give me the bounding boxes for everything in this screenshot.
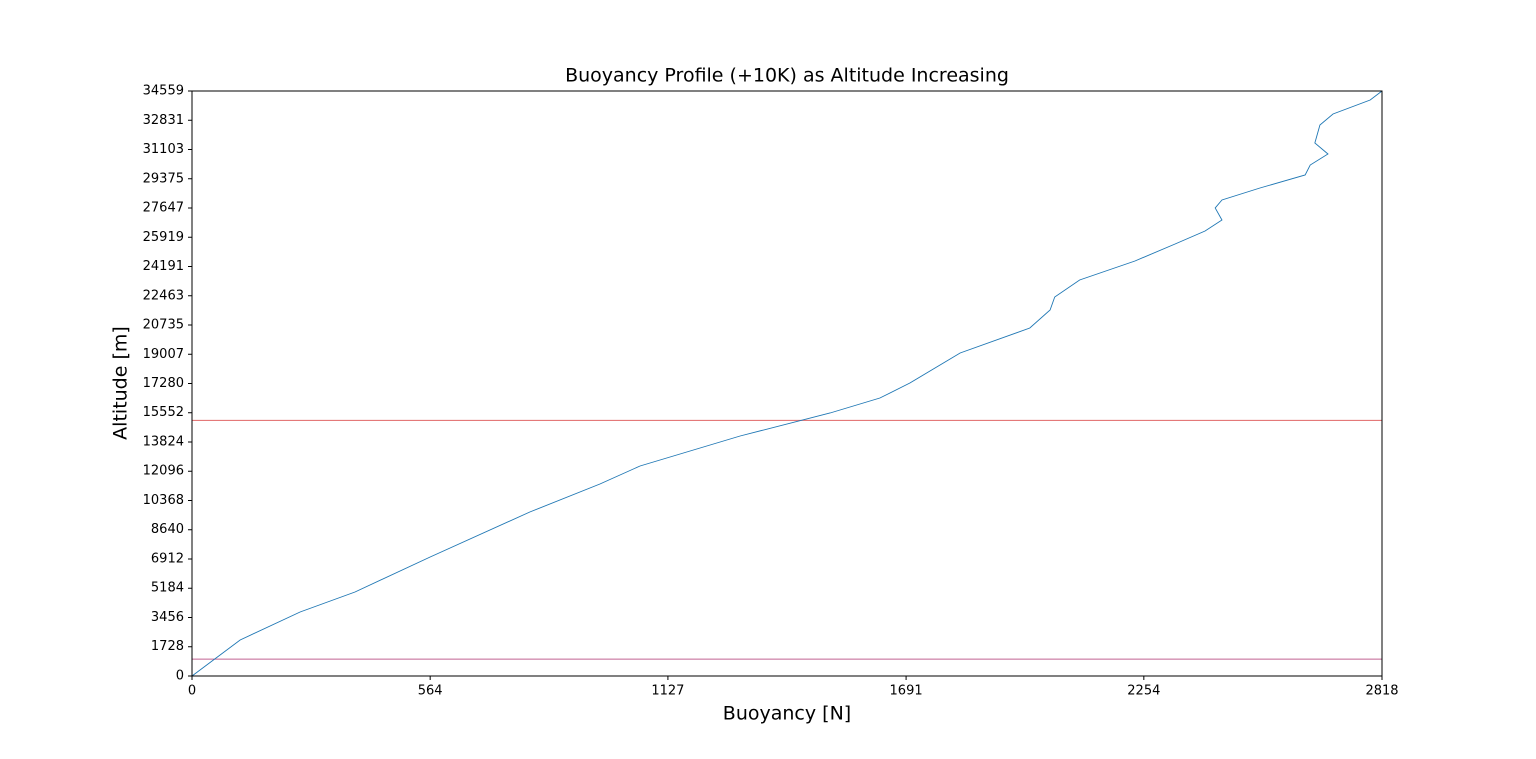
x-tick-label: 564 xyxy=(418,684,443,699)
y-tick-label: 20735 xyxy=(143,318,184,333)
y-tick-label: 25919 xyxy=(143,230,184,245)
y-tick-label: 27647 xyxy=(143,201,184,216)
y-tick-label: 34559 xyxy=(143,84,184,99)
y-tick-label: 12096 xyxy=(143,464,184,479)
y-tick-label: 32831 xyxy=(143,113,184,128)
data-line xyxy=(191,90,1383,677)
y-tick-label: 1728 xyxy=(151,639,184,654)
y-tick-label: 29375 xyxy=(143,171,184,186)
x-tick-label: 1127 xyxy=(651,684,684,699)
x-axis-label: Buoyancy [N] xyxy=(723,703,851,725)
x-tick-label: 0 xyxy=(188,684,196,699)
y-tick-label: 19007 xyxy=(143,347,184,362)
y-tick-label: 17280 xyxy=(143,376,184,391)
y-tick-label: 24191 xyxy=(143,259,184,274)
y-tick-label: 3456 xyxy=(151,610,184,625)
y-tick-label: 31103 xyxy=(143,142,184,157)
plot-frame xyxy=(191,90,1383,677)
x-tick-label: 1691 xyxy=(890,684,923,699)
y-tick-label: 0 xyxy=(176,669,184,684)
x-tick-label: 2818 xyxy=(1365,684,1398,699)
y-tick-label: 6912 xyxy=(151,551,184,566)
y-tick-label: 10368 xyxy=(143,493,184,508)
y-tick-label: 5184 xyxy=(151,581,184,596)
y-tick-label: 8640 xyxy=(151,522,184,537)
chart-title: Buoyancy Profile (+10K) as Altitude Incr… xyxy=(565,65,1009,87)
x-tick-label: 2254 xyxy=(1127,684,1160,699)
y-axis-label: Altitude [m] xyxy=(110,326,132,440)
y-tick-label: 22463 xyxy=(143,288,184,303)
y-tick-label: 13824 xyxy=(143,434,184,449)
y-tick-label: 15552 xyxy=(143,405,184,420)
